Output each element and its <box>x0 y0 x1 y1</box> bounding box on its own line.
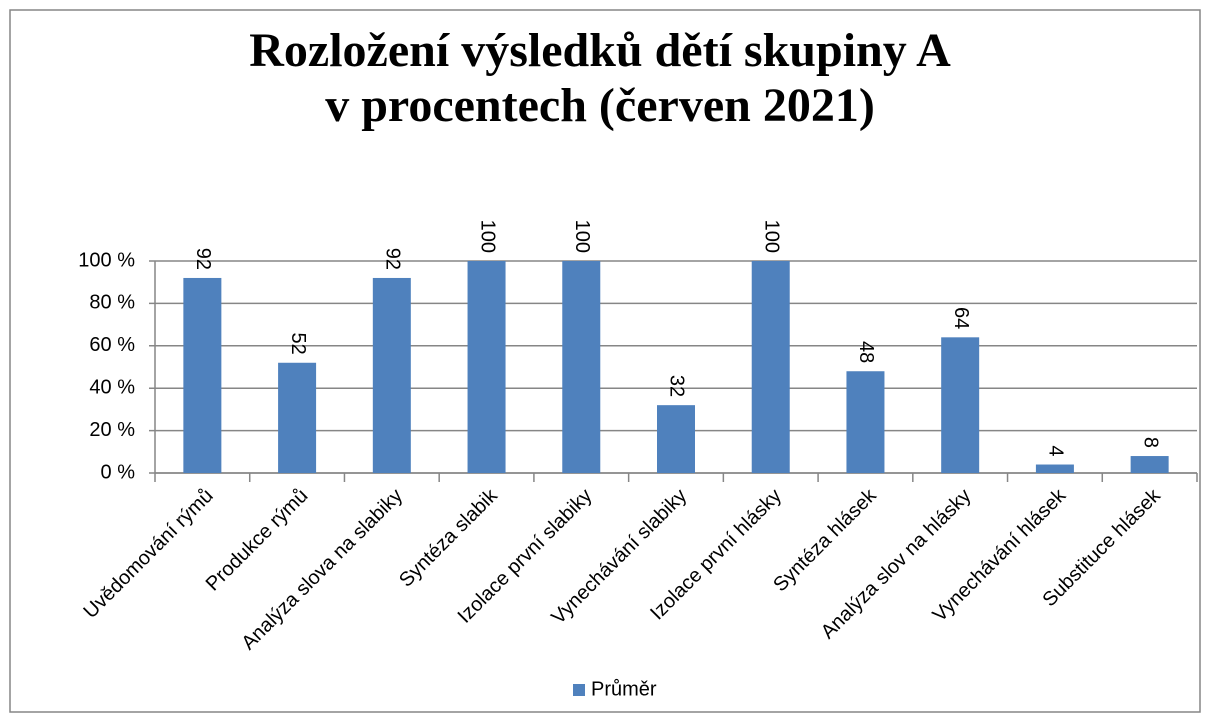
data-label: 100 <box>760 220 782 253</box>
legend-label: Průměr <box>591 678 657 700</box>
bar <box>846 371 885 473</box>
bar <box>562 261 601 473</box>
data-label: 52 <box>287 333 309 355</box>
bar <box>183 277 222 473</box>
data-label: 100 <box>476 220 498 253</box>
y-tick-label: 40 % <box>89 376 135 398</box>
data-label: 32 <box>666 375 688 397</box>
y-tick-label: 20 % <box>89 419 135 441</box>
bar <box>278 362 317 473</box>
y-tick-label: 80 % <box>89 292 135 314</box>
bar <box>751 261 790 473</box>
data-label: 92 <box>382 248 404 270</box>
y-tick-label: 100 % <box>78 249 135 271</box>
y-tick-label: 60 % <box>89 334 135 356</box>
y-tick-label: 0 % <box>101 461 136 483</box>
bar <box>1035 464 1074 473</box>
data-label: 4 <box>1045 445 1067 456</box>
data-label: 8 <box>1139 437 1161 448</box>
bar <box>1130 456 1169 473</box>
chart-title: v procentech (červen 2021) <box>325 79 875 132</box>
data-label: 92 <box>192 248 214 270</box>
bar <box>467 261 506 473</box>
chart-title: Rozložení výsledků dětí skupiny A <box>249 24 951 77</box>
data-label: 100 <box>571 220 593 253</box>
legend-swatch <box>573 684 585 696</box>
data-label: 64 <box>950 307 972 329</box>
data-label: 48 <box>855 341 877 363</box>
bar <box>941 337 980 473</box>
bar <box>372 277 411 473</box>
bar <box>657 405 695 473</box>
